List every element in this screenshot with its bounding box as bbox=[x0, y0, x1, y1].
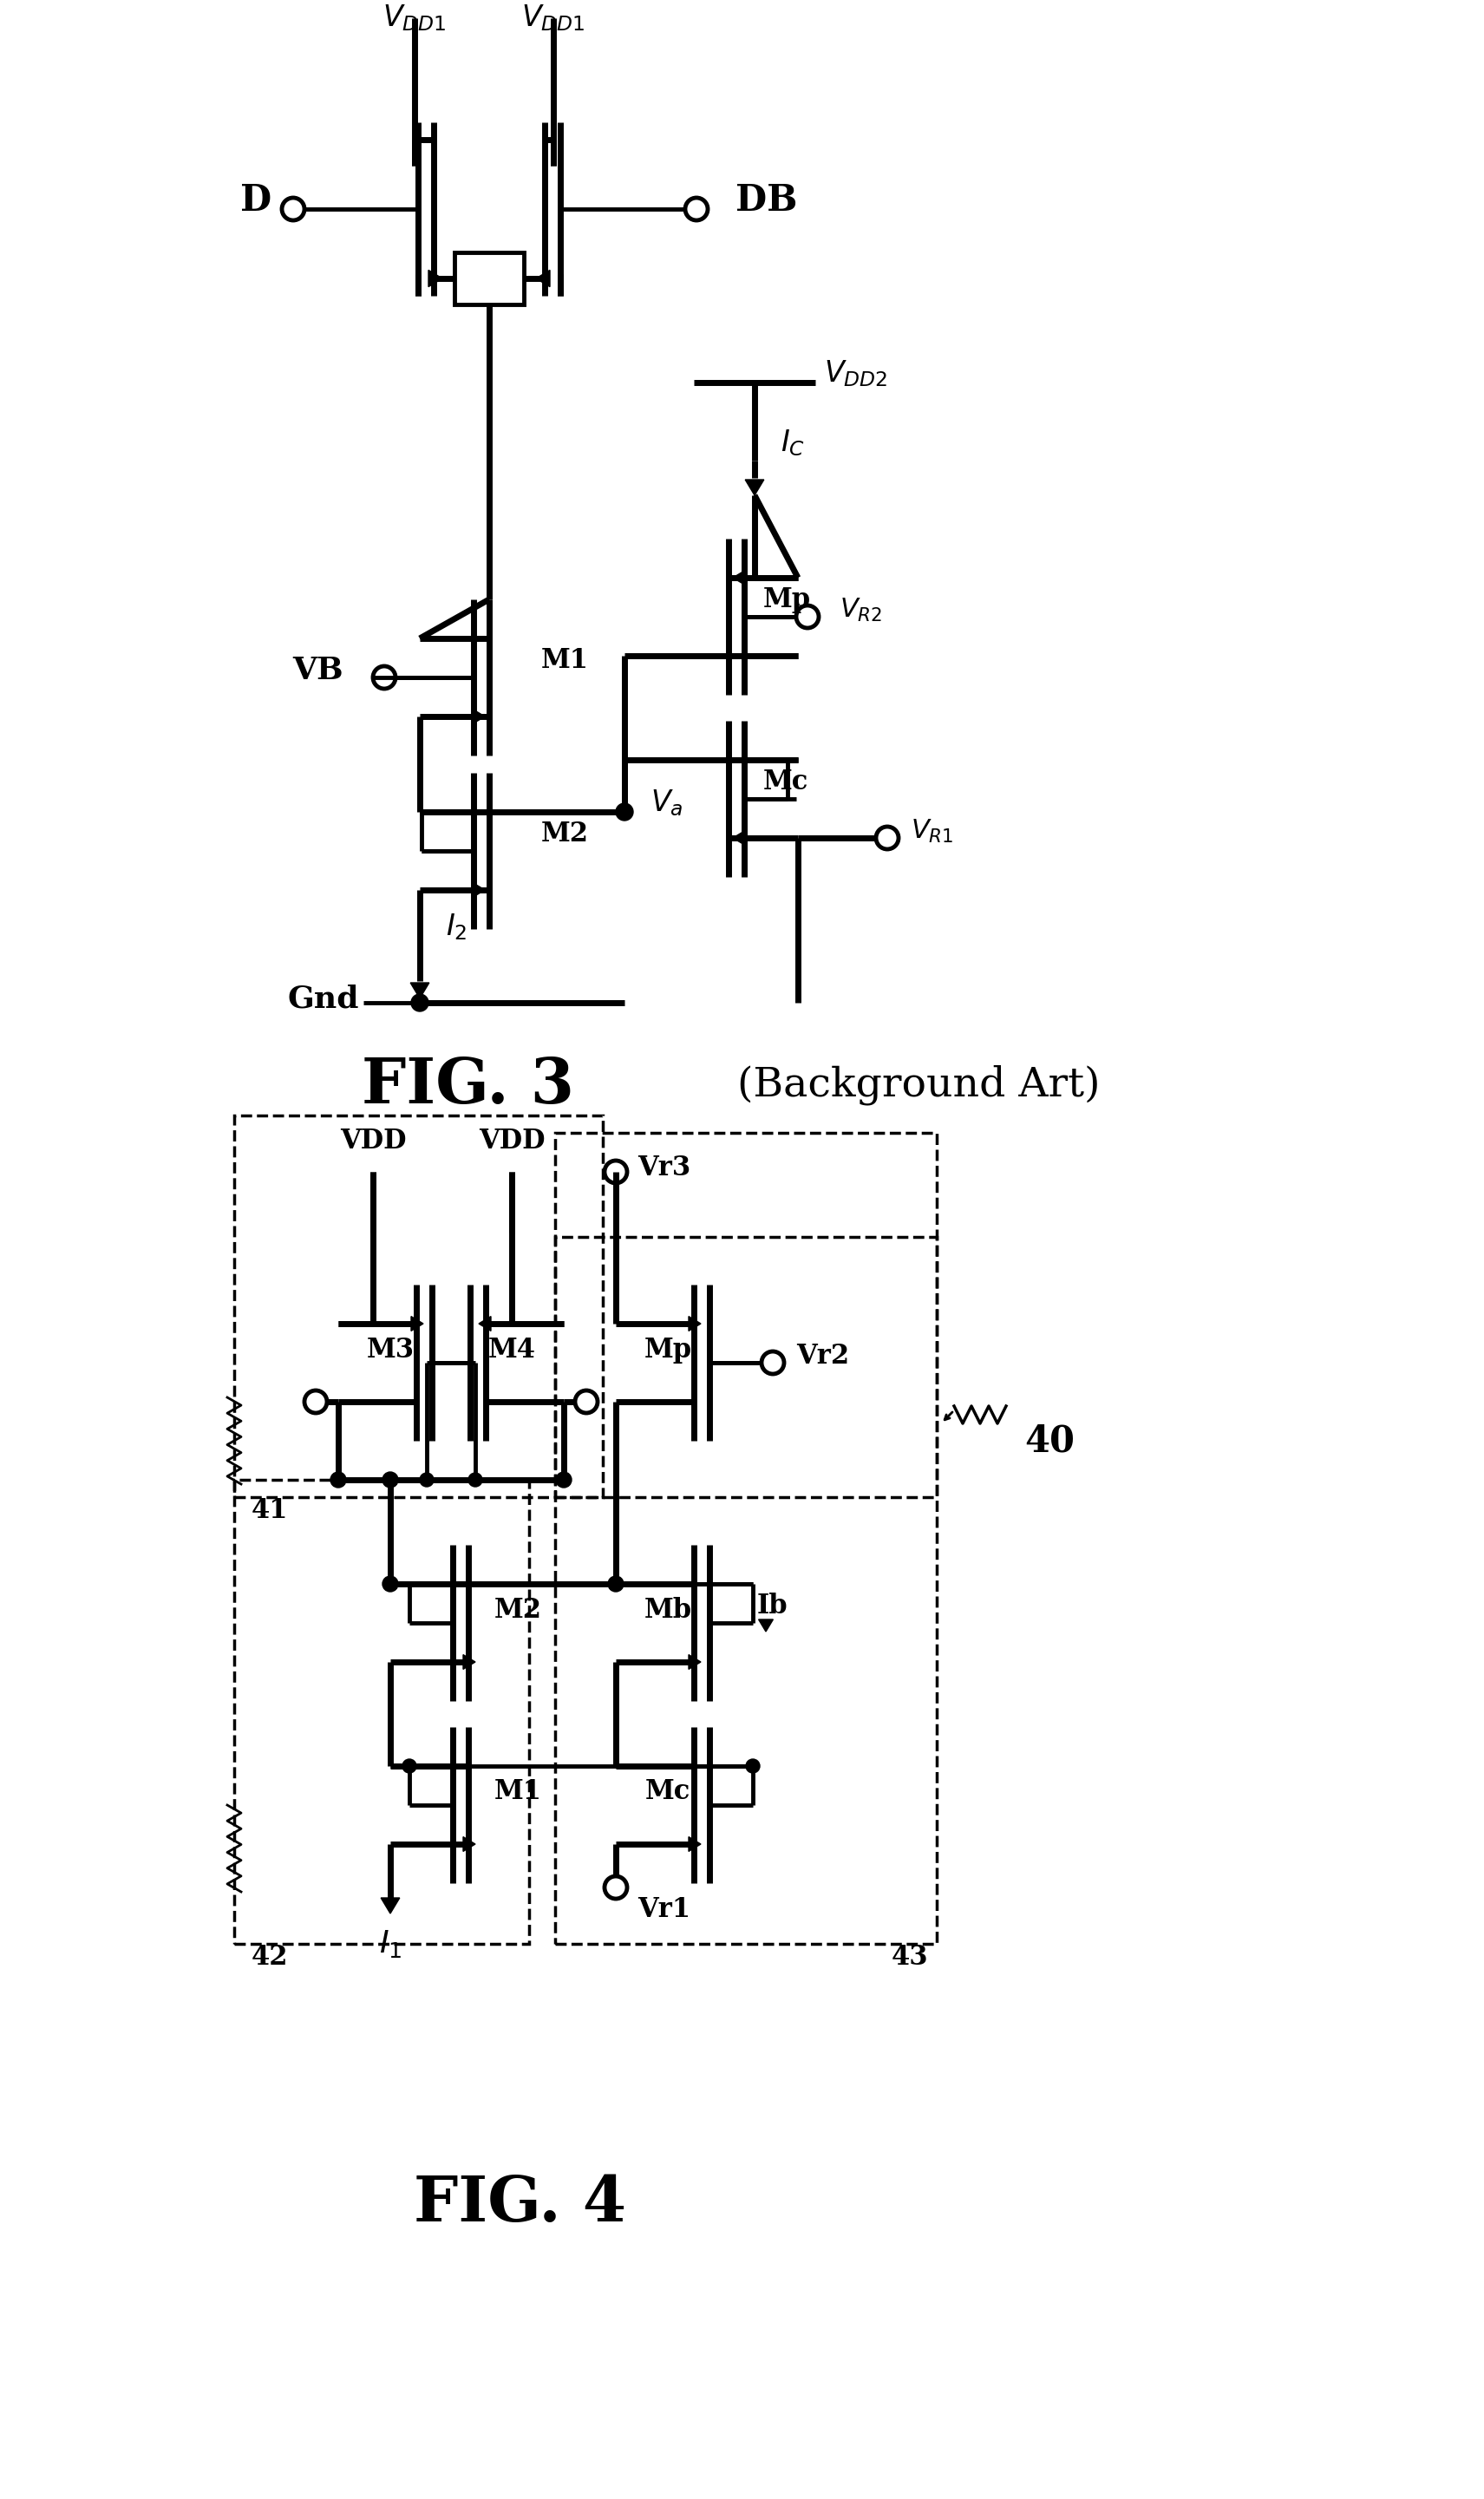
Polygon shape bbox=[429, 270, 442, 287]
Text: $I_2$: $I_2$ bbox=[445, 912, 467, 942]
Text: 40: 40 bbox=[1024, 1422, 1074, 1459]
Text: VDD: VDD bbox=[340, 1127, 407, 1155]
Bar bbox=[234, 1479, 530, 1944]
Circle shape bbox=[420, 1472, 433, 1487]
Text: (Background Art): (Background Art) bbox=[738, 1065, 1100, 1105]
Text: $V_{R1}$: $V_{R1}$ bbox=[911, 817, 954, 845]
Text: Vr3: Vr3 bbox=[638, 1155, 690, 1182]
Polygon shape bbox=[536, 270, 551, 287]
Polygon shape bbox=[479, 1317, 491, 1332]
Text: $I_1$: $I_1$ bbox=[378, 1929, 402, 1959]
Polygon shape bbox=[473, 882, 485, 897]
Circle shape bbox=[402, 1759, 417, 1772]
Polygon shape bbox=[733, 570, 745, 585]
Polygon shape bbox=[411, 1317, 423, 1332]
Text: Mc: Mc bbox=[763, 767, 809, 795]
Text: M2: M2 bbox=[494, 1597, 542, 1624]
Text: A: A bbox=[476, 265, 502, 292]
Bar bbox=[234, 1115, 603, 1497]
Text: Vr1: Vr1 bbox=[638, 1897, 690, 1924]
Text: $V_{DD1}$: $V_{DD1}$ bbox=[383, 2, 447, 32]
Text: Ib: Ib bbox=[757, 1592, 788, 1619]
Text: Mp: Mp bbox=[763, 585, 812, 612]
Text: 42: 42 bbox=[251, 1944, 288, 1972]
Text: M1: M1 bbox=[494, 1779, 542, 1804]
Text: $I_C$: $I_C$ bbox=[781, 427, 804, 457]
Text: D: D bbox=[240, 182, 272, 217]
Polygon shape bbox=[733, 830, 745, 845]
Bar bbox=[555, 1237, 936, 1944]
Text: M3: M3 bbox=[367, 1337, 414, 1362]
Text: Vr2: Vr2 bbox=[797, 1342, 849, 1369]
Circle shape bbox=[383, 1472, 398, 1487]
Bar bbox=[454, 252, 524, 305]
Polygon shape bbox=[689, 1837, 700, 1852]
Circle shape bbox=[616, 802, 634, 820]
Polygon shape bbox=[758, 1619, 773, 1632]
Text: 43: 43 bbox=[890, 1944, 928, 1972]
Text: VDD: VDD bbox=[478, 1127, 545, 1155]
Text: $V_a$: $V_a$ bbox=[650, 787, 683, 817]
Circle shape bbox=[469, 1472, 482, 1487]
Bar bbox=[555, 1132, 936, 1497]
Text: FIG. 3: FIG. 3 bbox=[362, 1055, 574, 1117]
Text: M4: M4 bbox=[488, 1337, 536, 1362]
Text: $V_{R2}$: $V_{R2}$ bbox=[840, 597, 883, 622]
Polygon shape bbox=[689, 1654, 700, 1669]
Polygon shape bbox=[689, 1317, 700, 1332]
Text: Gnd: Gnd bbox=[288, 985, 359, 1012]
Circle shape bbox=[556, 1472, 571, 1487]
Circle shape bbox=[411, 995, 429, 1012]
Text: VB: VB bbox=[292, 655, 343, 685]
Text: DB: DB bbox=[736, 182, 797, 217]
Text: FIG. 4: FIG. 4 bbox=[414, 2174, 626, 2234]
Text: Mp: Mp bbox=[644, 1337, 692, 1362]
Circle shape bbox=[331, 1472, 346, 1487]
Text: $V_{DD2}$: $V_{DD2}$ bbox=[824, 360, 887, 390]
Text: M1: M1 bbox=[542, 647, 589, 675]
Text: M2: M2 bbox=[542, 820, 589, 847]
Text: Mb: Mb bbox=[644, 1597, 692, 1624]
Circle shape bbox=[608, 1577, 623, 1592]
Circle shape bbox=[746, 1759, 760, 1772]
Polygon shape bbox=[381, 1897, 399, 1914]
Polygon shape bbox=[463, 1654, 475, 1669]
Polygon shape bbox=[745, 480, 764, 495]
Text: $V_{DD1}$: $V_{DD1}$ bbox=[521, 2, 585, 32]
Polygon shape bbox=[473, 710, 485, 725]
Text: Mc: Mc bbox=[646, 1779, 690, 1804]
Polygon shape bbox=[411, 982, 429, 1000]
Text: 41: 41 bbox=[251, 1497, 288, 1524]
Polygon shape bbox=[463, 1837, 475, 1852]
Circle shape bbox=[383, 1577, 398, 1592]
